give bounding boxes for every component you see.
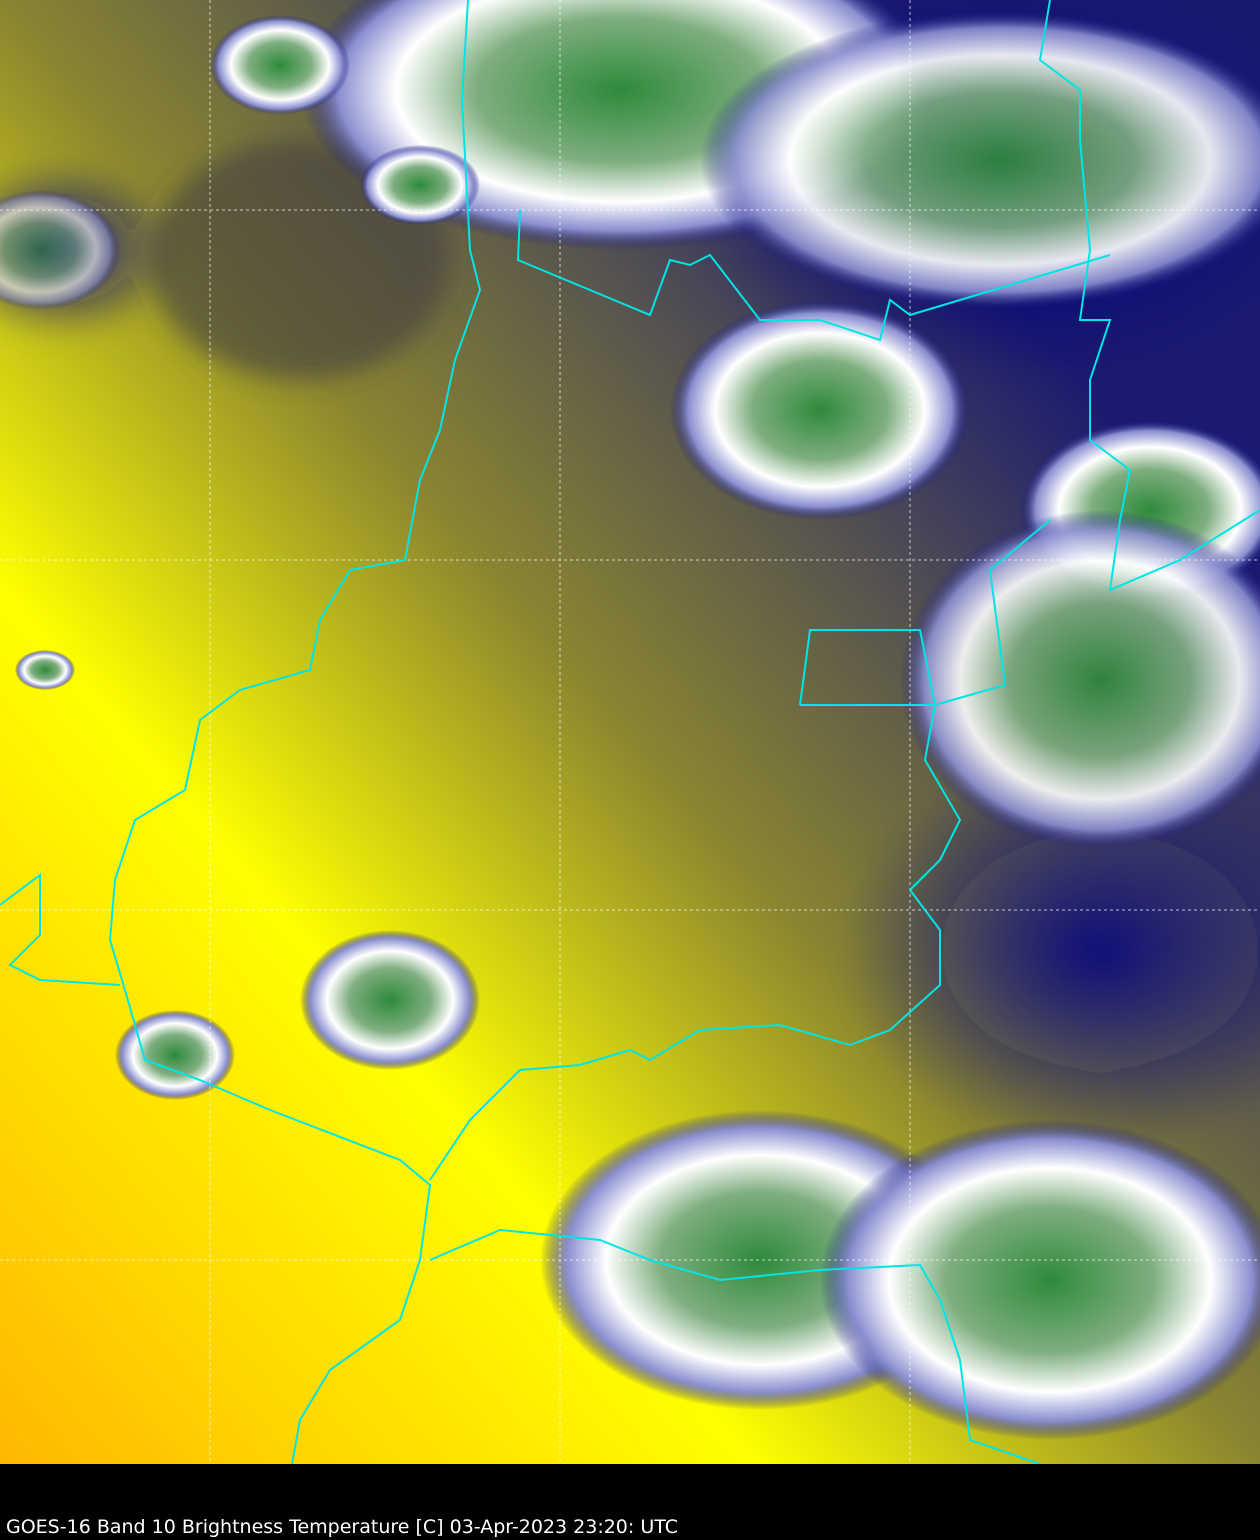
satellite-image xyxy=(0,0,1260,1464)
political-borders xyxy=(0,0,1260,1464)
cloud-tops xyxy=(0,0,1260,1440)
lat-lon-gridlines xyxy=(0,0,1260,1464)
caption-bar: GOES-16 Band 10 Brightness Temperature [… xyxy=(0,1464,1260,1540)
caption-text: GOES-16 Band 10 Brightness Temperature [… xyxy=(6,1516,679,1538)
